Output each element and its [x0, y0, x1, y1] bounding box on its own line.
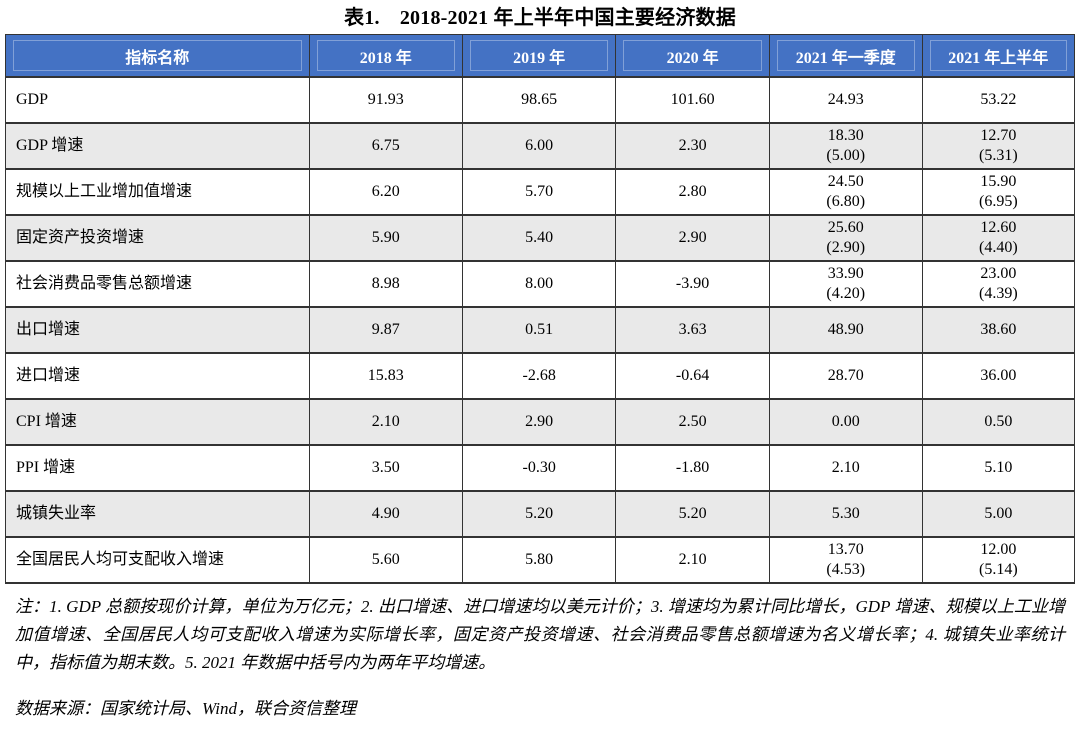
- data-cell: 91.93: [308, 76, 463, 124]
- data-cell: 18.30 (5.00): [768, 122, 923, 170]
- column-header-4: 2021 年一季度: [768, 34, 923, 78]
- row-label: PPI 增速: [5, 444, 310, 492]
- table-row-9: 城镇失业率 4.90 5.20 5.20 5.30 5.00: [5, 490, 1076, 538]
- data-cell: 2.30: [615, 122, 770, 170]
- row-label: CPI 增速: [5, 398, 310, 446]
- data-cell: 12.70 (5.31): [921, 122, 1076, 170]
- data-cell: 5.00: [921, 490, 1076, 538]
- row-label: 社会消费品零售总额增速: [5, 260, 310, 308]
- data-cell: 5.10: [921, 444, 1076, 492]
- data-source: 数据来源：国家统计局、Wind，联合资信整理: [15, 699, 356, 718]
- data-cell: 2.10: [308, 398, 463, 446]
- data-cell: 38.60: [921, 306, 1076, 354]
- data-cell: 2.10: [615, 536, 770, 584]
- row-label: 规模以上工业增加值增速: [5, 168, 310, 216]
- data-cell: 8.98: [308, 260, 463, 308]
- data-cell: 15.83: [308, 352, 463, 400]
- data-cell: 2.90: [461, 398, 617, 446]
- data-cell: 4.90: [308, 490, 463, 538]
- data-cell: -1.80: [615, 444, 770, 492]
- data-cell: 25.60 (2.90): [768, 214, 923, 262]
- data-cell: 5.80: [461, 536, 617, 584]
- data-cell: 5.20: [461, 490, 617, 538]
- row-label: GDP 增速: [5, 122, 310, 170]
- data-cell: 5.20: [615, 490, 770, 538]
- table-row-6: 进口增速 15.83 -2.68 -0.64 28.70 36.00: [5, 352, 1076, 400]
- column-header-2: 2019 年: [461, 34, 617, 78]
- data-cell: 12.60 (4.40): [921, 214, 1076, 262]
- table-row-0: GDP 91.93 98.65 101.60 24.93 53.22: [5, 76, 1076, 124]
- data-cell: 2.90: [615, 214, 770, 262]
- data-cell: 24.50 (6.80): [768, 168, 923, 216]
- data-cell: 98.65: [461, 76, 617, 124]
- data-cell: 13.70 (4.53): [768, 536, 923, 584]
- column-header-3: 2020 年: [615, 34, 770, 78]
- data-cell: 6.20: [308, 168, 463, 216]
- column-header-1: 2018 年: [308, 34, 463, 78]
- data-cell: 48.90: [768, 306, 923, 354]
- table-title: 表1. 2018-2021 年上半年中国主要经济数据: [344, 7, 736, 29]
- row-label: 进口增速: [5, 352, 310, 400]
- data-cell: 5.30: [768, 490, 923, 538]
- table-row-5: 出口增速 9.87 0.51 3.63 48.90 38.60: [5, 306, 1076, 354]
- table-row-10: 全国居民人均可支配收入增速 5.60 5.80 2.10 13.70 (4.53) 12.…: [5, 536, 1076, 584]
- data-cell: 6.00: [461, 122, 617, 170]
- data-cell: 5.60: [308, 536, 463, 584]
- row-label: 固定资产投资增速: [5, 214, 310, 262]
- data-cell: 3.50: [308, 444, 463, 492]
- table-row-3: 固定资产投资增速 5.90 5.40 2.90 25.60 (2.90) 12.60 (4…: [5, 214, 1076, 262]
- table-row-8: PPI 增速 3.50 -0.30 -1.80 2.10 5.10: [5, 444, 1076, 492]
- row-label: 全国居民人均可支配收入增速: [5, 536, 310, 584]
- row-label: GDP: [5, 76, 310, 124]
- data-cell: 36.00: [921, 352, 1076, 400]
- data-cell: 24.93: [768, 76, 923, 124]
- economic-data-table: 指标名称 2018 年 2019 年 2020 年 2021 年一季度 2021 年上半年…: [5, 34, 1076, 584]
- table-row-2: 规模以上工业增加值增速 6.20 5.70 2.80 24.50 (6.80) 15.90…: [5, 168, 1076, 216]
- data-cell: 2.50: [615, 398, 770, 446]
- data-cell: 101.60: [615, 76, 770, 124]
- data-cell: -0.30: [461, 444, 617, 492]
- table-row-7: CPI 增速 2.10 2.90 2.50 0.00 0.50: [5, 398, 1076, 446]
- column-header-0: 指标名称: [5, 34, 310, 78]
- table-header-row: 指标名称 2018 年 2019 年 2020 年 2021 年一季度 2021 年上半年: [5, 34, 1076, 78]
- row-label: 城镇失业率: [5, 490, 310, 538]
- data-cell: 5.40: [461, 214, 617, 262]
- data-cell: 6.75: [308, 122, 463, 170]
- data-cell: 0.00: [768, 398, 923, 446]
- data-cell: 28.70: [768, 352, 923, 400]
- data-cell: -2.68: [461, 352, 617, 400]
- data-cell: 2.10: [768, 444, 923, 492]
- data-cell: 33.90 (4.20): [768, 260, 923, 308]
- data-cell: 5.70: [461, 168, 617, 216]
- data-cell: -0.64: [615, 352, 770, 400]
- data-cell: 8.00: [461, 260, 617, 308]
- data-cell: 23.00 (4.39): [921, 260, 1076, 308]
- data-cell: 12.00 (5.14): [921, 536, 1076, 584]
- data-cell: 9.87: [308, 306, 463, 354]
- data-cell: 53.22: [921, 76, 1076, 124]
- data-cell: 0.50: [921, 398, 1076, 446]
- data-cell: 5.90: [308, 214, 463, 262]
- column-header-5: 2021 年上半年: [921, 34, 1076, 78]
- data-cell: 15.90 (6.95): [921, 168, 1076, 216]
- data-cell: 3.63: [615, 306, 770, 354]
- row-label: 出口增速: [5, 306, 310, 354]
- data-cell: 2.80: [615, 168, 770, 216]
- data-cell: -3.90: [615, 260, 770, 308]
- table-row-1: GDP 增速 6.75 6.00 2.30 18.30 (5.00) 12.70 (5.3…: [5, 122, 1076, 170]
- table-row-4: 社会消费品零售总额增速 8.98 8.00 -3.90 33.90 (4.20) 23.0…: [5, 260, 1076, 308]
- data-cell: 0.51: [461, 306, 617, 354]
- table-notes: 注：1. GDP 总额按现价计算，单位为万亿元；2. 出口增速、进口增速均以美元…: [15, 597, 1065, 672]
